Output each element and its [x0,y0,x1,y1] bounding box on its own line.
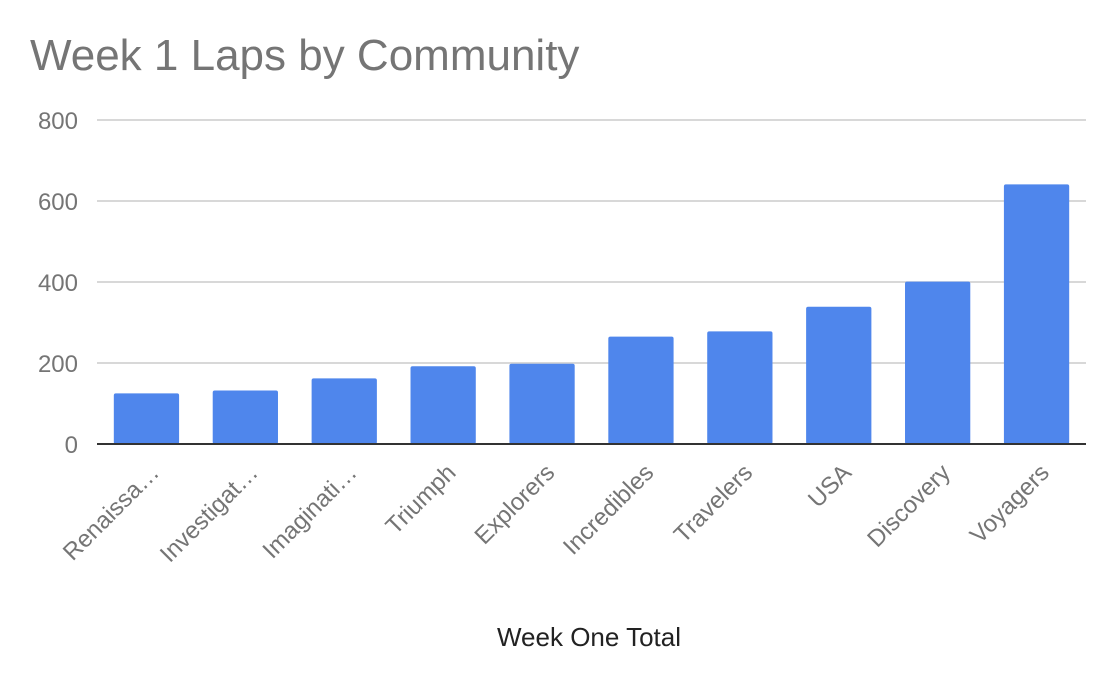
x-category-label: Voyagers [965,459,1055,549]
x-category-label: USA [803,459,857,513]
bar[interactable] [311,378,377,444]
x-category-label: Renaissa… [58,459,165,566]
x-axis-label: Week One Total [497,622,681,652]
bar[interactable] [509,363,575,444]
y-tick-label: 0 [65,432,78,459]
y-tick-label: 800 [38,108,78,135]
x-category-label: Discovery [862,459,956,553]
x-category-label: Imaginati… [258,459,363,564]
x-category-label: Travelers [669,459,758,548]
bar[interactable] [707,331,773,444]
chart-title: Week 1 Laps by Community [30,31,579,80]
bar[interactable] [410,366,476,444]
y-axis-ticks: 0 200 400 600 800 [38,108,78,459]
y-tick-label: 200 [38,351,78,378]
y-tick-label: 600 [38,189,78,216]
bar[interactable] [212,390,278,444]
bar[interactable] [806,306,872,444]
x-category-label: Incredibles [558,459,659,560]
bar[interactable] [608,336,674,444]
bars [113,184,1070,444]
x-category-label: Explorers [470,459,561,550]
bar[interactable] [905,281,971,444]
y-tick-label: 400 [38,270,78,297]
bar[interactable] [1003,184,1070,444]
bar[interactable] [113,393,180,444]
x-category-label: Triumph [381,459,462,540]
x-axis-category-labels: Renaissa…Investigat…Imaginati… Triumph Exp… [58,459,1055,568]
x-category-label: Investigat… [155,459,264,568]
